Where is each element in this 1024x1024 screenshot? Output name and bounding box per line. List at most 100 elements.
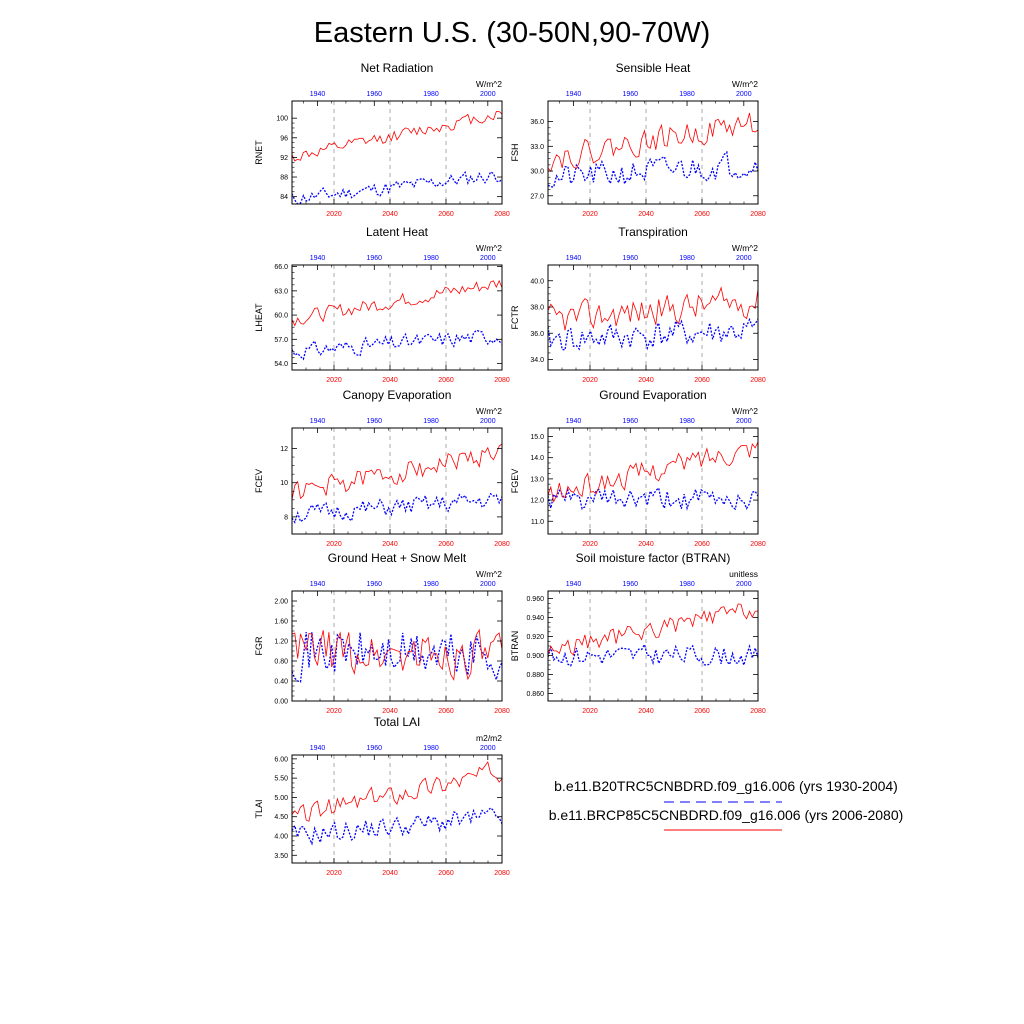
plot-frame [291,264,503,371]
x-tick-label-bottom: 2080 [750,211,766,218]
y-tick-label: 8 [284,514,288,521]
y-tick-label: 2.00 [274,599,288,606]
y-tick-label: 0.940 [526,615,544,622]
legend-label-historical: b.e11.B20TRC5CNBDRD.f09_g16.006 (yrs 193… [554,778,898,794]
x-tick-label-top: 1940 [566,418,582,425]
x-tick-label-top: 1940 [310,581,326,588]
x-tick-label-bottom: 2020 [582,541,598,548]
x-tick-label-top: 2000 [736,255,752,262]
series-line-future [548,603,758,656]
x-tick-label-bottom: 2020 [582,211,598,218]
panel-8: Total LAI m2/m2 TLAI 3.50 4.00 4.50 5.00 5.50 6.… [254,715,510,877]
x-tick-label-top: 1980 [423,91,439,98]
units-label: unitless [729,569,758,579]
x-tick-label-top: 1940 [566,255,582,262]
y-tick-label: 30.0 [530,169,544,176]
x-tick-label-bottom: 2040 [638,377,654,384]
y-tick-label: 54.0 [274,361,288,368]
panels: Net Radiation W/m^2 RNET 84 88 92 96 100 2020 204… [254,61,766,877]
x-tick-label-bottom: 2080 [494,870,510,877]
y-tick-label: 84 [280,194,288,201]
y-tick-label: 0.00 [274,699,288,706]
panel-2: Latent Heat W/m^2 LHEAT 54.0 57.0 60.0 63.0 66.… [254,225,510,384]
x-tick-label-top: 1980 [423,745,439,752]
series-line-future [548,112,758,173]
y-tick-label: 0.920 [526,634,544,641]
x-tick-label-top: 1960 [623,91,639,98]
x-tick-label-top: 1980 [679,255,695,262]
units-label: W/m^2 [476,406,502,416]
series-line-historical [292,806,502,846]
x-tick-label-bottom: 2060 [694,708,710,715]
x-tick-label-top: 1960 [623,255,639,262]
x-tick-label-bottom: 2040 [638,708,654,715]
x-tick-label-bottom: 2040 [638,211,654,218]
x-tick-label-top: 1980 [679,581,695,588]
x-tick-label-bottom: 2080 [750,708,766,715]
panel-0: Net Radiation W/m^2 RNET 84 88 92 96 100 2020 204… [254,61,510,218]
y-tick-label: 0.860 [526,691,544,698]
x-tick-label-bottom: 2020 [326,541,342,548]
x-tick-label-bottom: 2040 [382,377,398,384]
x-tick-label-top: 2000 [480,418,496,425]
panel-3: Transpiration W/m^2 FCTR 34.0 36.0 38.0 40.0 20… [510,225,766,384]
x-tick-label-top: 1980 [679,418,695,425]
x-tick-label-bottom: 2060 [694,377,710,384]
y-tick-label: 27.0 [530,193,544,200]
units-label: W/m^2 [476,569,502,579]
y-axis-label: TLAI [254,799,264,818]
x-tick-label-bottom: 2040 [382,870,398,877]
x-tick-label-top: 1980 [423,418,439,425]
y-tick-label: 5.00 [274,795,288,802]
panel-title: Soil moisture factor (BTRAN) [576,551,731,565]
plot-frame [547,427,759,535]
x-tick-label-top: 1940 [566,91,582,98]
y-tick-label: 15.0 [530,434,544,441]
y-tick-label: 11.0 [531,519,544,526]
y-axis-label: FCTR [510,305,520,329]
units-label: W/m^2 [732,243,758,253]
x-tick-label-top: 1960 [623,581,639,588]
series-line-historical [548,642,758,668]
x-tick-label-bottom: 2060 [694,211,710,218]
x-tick-label-top: 1940 [310,418,326,425]
x-tick-label-bottom: 2080 [750,541,766,548]
x-tick-label-top: 1980 [423,255,439,262]
x-tick-label-top: 1960 [367,418,383,425]
series-line-future [548,441,758,503]
x-tick-label-top: 2000 [736,581,752,588]
x-tick-label-bottom: 2060 [438,708,454,715]
plot-frame [547,264,759,371]
series-line-future [292,111,502,162]
panel-title: Transpiration [618,225,688,239]
y-tick-label: 0.880 [526,672,544,679]
x-tick-label-bottom: 2080 [494,211,510,218]
panel-7: Soil moisture factor (BTRAN) unitless BTRA… [510,551,766,715]
series-line-historical [292,632,502,683]
y-tick-label: 34.0 [530,357,544,364]
panel-title: Ground Heat + Snow Melt [328,551,467,565]
x-tick-label-bottom: 2080 [494,377,510,384]
plot-frame [291,427,503,535]
x-tick-label-top: 2000 [736,418,752,425]
x-tick-label-bottom: 2040 [382,211,398,218]
panel-1: Sensible Heat W/m^2 FSH 27.0 30.0 33.0 36.0 202… [510,61,766,218]
y-tick-label: 12.0 [530,498,544,505]
series-line-future [548,286,758,331]
x-tick-label-top: 1940 [310,255,326,262]
y-tick-label: 36.0 [530,331,544,338]
y-tick-label: 66.0 [274,264,288,271]
units-label: W/m^2 [732,79,758,89]
x-tick-label-bottom: 2040 [638,541,654,548]
plot-frame [291,754,503,864]
x-tick-label-top: 1940 [566,581,582,588]
x-tick-label-top: 1960 [367,91,383,98]
panel-title: Canopy Evaporation [343,388,452,402]
x-tick-label-top: 2000 [480,745,496,752]
x-tick-label-top: 1940 [310,91,326,98]
series-line-future [292,628,502,681]
x-tick-label-bottom: 2080 [494,541,510,548]
x-tick-label-top: 2000 [480,91,496,98]
series-line-historical [292,492,502,524]
x-tick-label-bottom: 2060 [438,211,454,218]
